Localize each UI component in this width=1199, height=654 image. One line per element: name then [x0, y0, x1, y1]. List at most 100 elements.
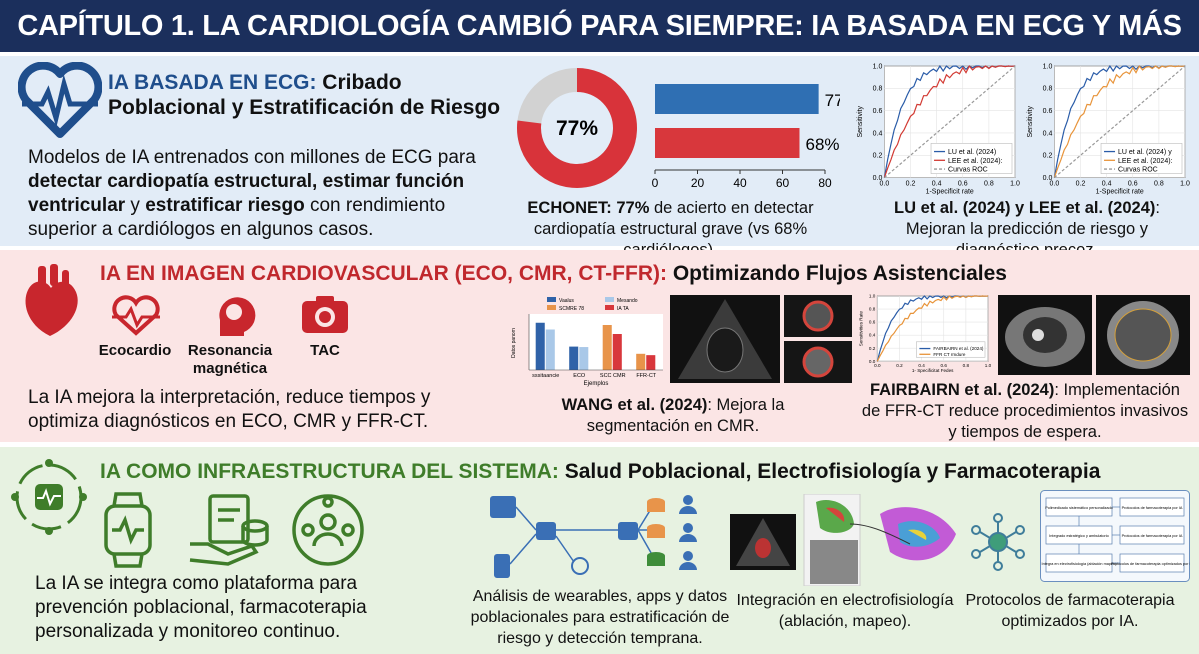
flow-label: Protocolos de farmacoterapia optimizados… — [1111, 562, 1190, 566]
legend-label: LU et al. (2024) y — [1118, 149, 1172, 156]
x-tick-label: 0.4 — [932, 181, 942, 188]
x-tick-label: 1.0 — [1010, 181, 1020, 188]
ecg-wave — [22, 74, 98, 128]
text: con rendimiento superior a cardiólogos e… — [28, 195, 446, 240]
icon-shape — [647, 498, 665, 538]
section-title: IA COMO INFRAESTRUCTURA DEL SISTEMA: Sal… — [100, 459, 1180, 484]
icon-shape — [1114, 308, 1172, 362]
icon-shape — [979, 522, 1017, 562]
icon-shape — [683, 523, 693, 533]
legend-label: LEE et al. (2024): — [1118, 158, 1173, 165]
ct-images — [998, 295, 1190, 375]
caption: Integración en electrofisiología (ablaci… — [736, 592, 954, 630]
legend-label: FAIRBAIRN et al. (2024) — [933, 346, 984, 351]
y-tick-label: 0.0 — [1043, 175, 1053, 182]
icon-shape — [112, 515, 144, 545]
icon-shape — [316, 296, 334, 304]
icon-shape — [319, 513, 337, 531]
icon-shape — [292, 494, 364, 566]
icon-shape — [226, 304, 242, 320]
icon-shape — [509, 503, 655, 565]
icon-shape — [647, 556, 665, 566]
icon-shape — [35, 484, 63, 510]
icon-shape — [341, 523, 355, 537]
text: : Mejora la segmentación en CMR. — [586, 396, 785, 435]
echo-icon — [112, 295, 160, 336]
modality-label: Resonancia magnética — [187, 342, 273, 377]
icon-shape — [816, 500, 854, 533]
icon-shape — [536, 522, 556, 540]
x-tick-label: 0.6 — [941, 363, 948, 368]
icon-shape — [11, 493, 19, 501]
text: Modelos de IA entrenados con millones de… — [28, 147, 476, 168]
x-tick-label: 0.4 — [918, 363, 925, 368]
x-tick-label: ECO — [573, 373, 586, 379]
y-axis-label: Sensitivity — [1027, 106, 1034, 138]
legend-label: LEE et al. (2024): — [948, 158, 1003, 165]
x-tick-label: 0.6 — [958, 181, 968, 188]
icon-shape — [571, 557, 589, 575]
y-tick-label: 0.4 — [873, 130, 883, 137]
icon-shape — [993, 513, 1003, 523]
icon-shape — [189, 542, 259, 566]
legend-label: Curvas ROC — [1118, 167, 1158, 174]
caption: Análisis de wearables, apps y datos pobl… — [470, 588, 730, 647]
bold-text: estratificar riesgo — [145, 195, 305, 216]
icon-shape — [706, 327, 744, 373]
donut-label: 77% — [556, 117, 598, 140]
y-tick-label: 0.6 — [1043, 108, 1053, 115]
section-title: IA BASADA EN ECG: Cribado Poblacional y … — [108, 70, 508, 120]
header: CAPÍTULO 1. LA CARDIOLOGÍA CAMBIÓ PARA S… — [0, 0, 1199, 52]
donut-chart: 77% — [517, 68, 637, 188]
x-tick-label: 0.0 — [1050, 181, 1060, 188]
icon-shape — [647, 502, 665, 512]
icon-shape — [971, 549, 981, 559]
icon-shape — [79, 493, 87, 501]
icon-shape — [45, 527, 53, 535]
icon-shape — [112, 295, 160, 336]
title-rest: Optimizando Flujos Asistenciales — [672, 262, 1007, 285]
y-tick-label: 0.0 — [869, 359, 876, 364]
y-tick-label: 1.0 — [869, 294, 876, 299]
y-axis-label: Sensitivity — [857, 106, 864, 138]
section-body: La IA se integra como plataforma para pr… — [35, 573, 367, 642]
bar — [569, 346, 579, 370]
data-flow-diagram — [490, 495, 697, 578]
section-body: Modelos de IA entrenados con millones de… — [28, 146, 478, 242]
x-tick-label: SCC CMR — [600, 373, 626, 379]
icon-shape — [494, 554, 510, 578]
icon-shape — [37, 488, 61, 507]
electrophysiology-image — [730, 494, 956, 586]
roc-curve — [884, 65, 1016, 179]
x-tick-label: 1.0 — [1180, 181, 1190, 188]
ai-network-icon — [971, 513, 1025, 571]
icon-shape — [683, 495, 693, 505]
roc-plot: 0.00.0 0.2 0.2 0.4 0.4 0.6 0.6 0.8 0.8 1.0 1.0 1-Sp… — [1027, 63, 1190, 196]
icon-shape — [45, 459, 53, 467]
bold-text: WANG et al. (2024) — [561, 396, 708, 414]
icon-shape — [208, 494, 250, 544]
roc-plot: 0.00.0 0.2 0.2 0.4 0.4 0.6 0.6 0.8 0.8 1.0 1.0 1-Sp… — [857, 63, 1020, 195]
value-label: 68% — [806, 135, 840, 154]
flow-label: Integrado estratégico y ambulatorio — [1049, 534, 1109, 538]
x-axis-label: 1-Specificit rate — [1096, 189, 1144, 196]
x-tick-label: 80 — [818, 176, 832, 190]
icon-shape — [679, 506, 697, 514]
icon-shape — [319, 311, 331, 323]
icon-shape — [509, 503, 655, 565]
bar — [655, 84, 819, 114]
x-tick-label: 0 — [652, 176, 659, 190]
x-tick-label: 20 — [691, 176, 705, 190]
icon-shape — [826, 507, 845, 522]
flow-label: Polimedicado sistemático personalizado — [1045, 506, 1113, 510]
legend-label: IA TA — [617, 306, 629, 312]
roc-curve — [1053, 65, 1186, 178]
vessel — [50, 264, 58, 286]
icon-shape — [490, 496, 638, 578]
icon-shape — [908, 529, 927, 540]
y-tick-label: 0.8 — [869, 307, 876, 312]
icon-shape — [993, 561, 1003, 571]
bold-text: ECHONET: 77% — [527, 199, 650, 217]
